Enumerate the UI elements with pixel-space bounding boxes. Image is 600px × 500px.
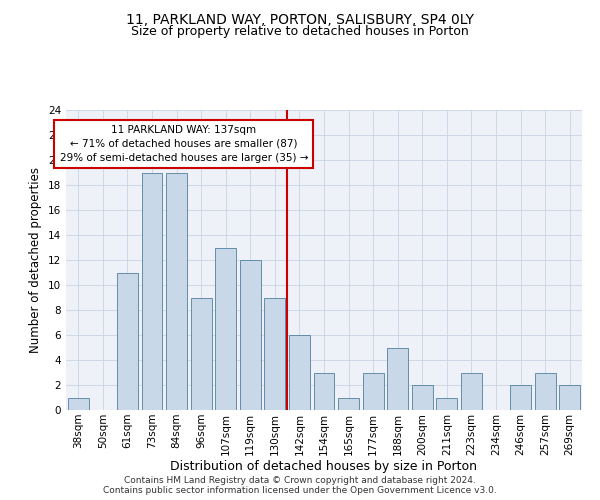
Bar	[338, 398, 359, 410]
Text: Contains public sector information licensed under the Open Government Licence v3: Contains public sector information licen…	[103, 486, 497, 495]
Bar	[265, 298, 286, 410]
Bar	[215, 248, 236, 410]
Bar	[559, 385, 580, 410]
Bar	[535, 372, 556, 410]
Bar	[191, 298, 212, 410]
Bar	[461, 372, 482, 410]
Text: Size of property relative to detached houses in Porton: Size of property relative to detached ho…	[131, 25, 469, 38]
Bar	[510, 385, 531, 410]
Y-axis label: Number of detached properties: Number of detached properties	[29, 167, 43, 353]
Bar	[362, 372, 383, 410]
Text: 11, PARKLAND WAY, PORTON, SALISBURY, SP4 0LY: 11, PARKLAND WAY, PORTON, SALISBURY, SP4…	[126, 12, 474, 26]
Bar	[436, 398, 457, 410]
Bar	[68, 398, 89, 410]
Bar	[166, 172, 187, 410]
Text: 11 PARKLAND WAY: 137sqm
← 71% of detached houses are smaller (87)
29% of semi-de: 11 PARKLAND WAY: 137sqm ← 71% of detache…	[59, 125, 308, 163]
Bar	[412, 385, 433, 410]
X-axis label: Distribution of detached houses by size in Porton: Distribution of detached houses by size …	[170, 460, 478, 473]
Bar	[240, 260, 261, 410]
Bar	[289, 335, 310, 410]
Text: Contains HM Land Registry data © Crown copyright and database right 2024.: Contains HM Land Registry data © Crown c…	[124, 476, 476, 485]
Bar	[387, 348, 408, 410]
Bar	[117, 272, 138, 410]
Bar	[142, 172, 163, 410]
Bar	[314, 372, 334, 410]
